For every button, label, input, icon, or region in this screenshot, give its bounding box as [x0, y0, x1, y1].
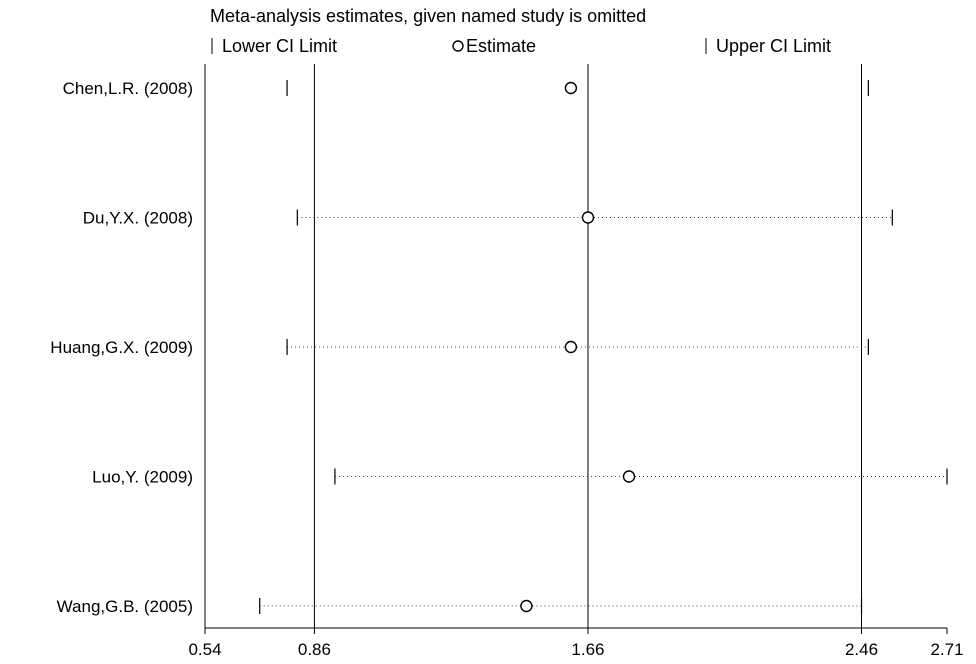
study-row: Huang,G.X. (2009) [50, 338, 869, 357]
reference-lines [313, 64, 863, 628]
study-label: Wang,G.B. (2005) [57, 597, 193, 616]
x-tick-label-0: 0.54 [188, 640, 221, 659]
study-row: Wang,G.B. (2005) [57, 597, 863, 616]
estimate-marker [581, 211, 595, 224]
legend-lower-label: Lower CI Limit [222, 36, 337, 56]
legend-estimate-label: Estimate [466, 36, 536, 56]
chart-title: Meta-analysis estimates, given named stu… [210, 6, 646, 26]
study-label: Du,Y.X. (2008) [83, 209, 193, 228]
study-label: Huang,G.X. (2009) [50, 338, 193, 357]
estimate-marker [564, 340, 578, 354]
legend-upper-label: Upper CI Limit [716, 36, 831, 56]
estimate-marker [520, 599, 533, 613]
x-tick-label-2: 1.66 [571, 640, 604, 659]
legend: Lower CI Limit Estimate Upper CI Limit [211, 36, 831, 56]
x-tick-label-4: 2.71 [930, 640, 963, 659]
estimate-marker [622, 470, 636, 483]
x-axis-ticks: 0.54 0.86 1.66 2.46 2.71 [188, 628, 964, 659]
x-tick-label-3: 2.46 [845, 640, 878, 659]
study-row: Luo,Y. (2009) [92, 468, 948, 487]
study-row: Du,Y.X. (2008) [83, 209, 893, 228]
legend-estimate-marker [452, 40, 464, 52]
x-tick-label-1: 0.86 [298, 640, 331, 659]
estimate-marker [564, 81, 578, 95]
study-label: Luo,Y. (2009) [92, 468, 193, 487]
study-rows: Chen,L.R. (2008) Du,Y.X. (2008) Huang,G.X.… [50, 79, 948, 616]
study-label: Chen,L.R. (2008) [63, 79, 193, 98]
study-row: Chen,L.R. (2008) [63, 79, 869, 98]
